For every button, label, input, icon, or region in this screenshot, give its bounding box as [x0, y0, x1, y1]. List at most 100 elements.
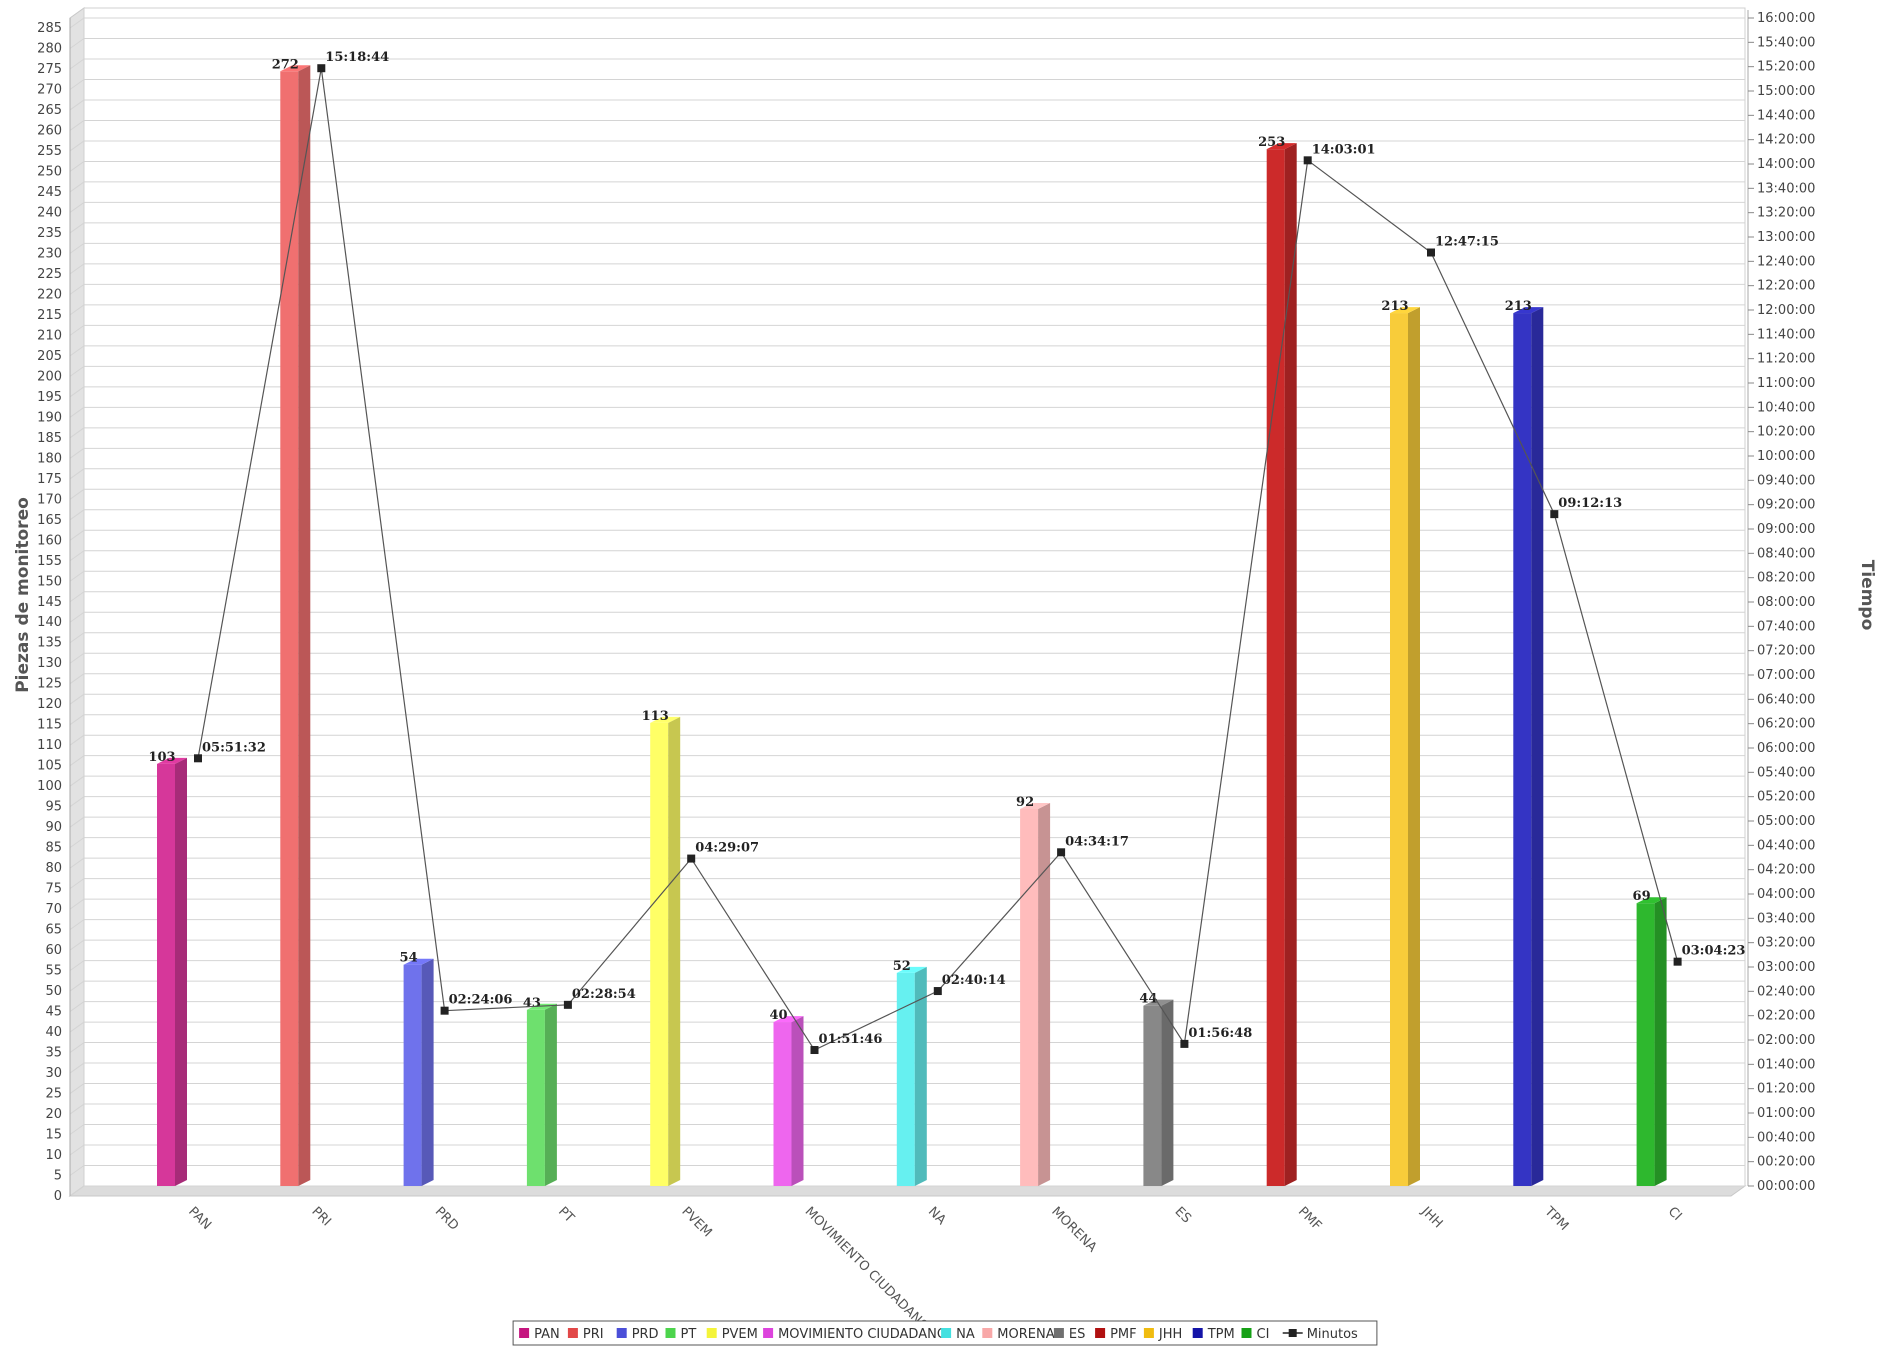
y-tick-label: 25 — [45, 1087, 62, 1102]
bar-side — [1161, 999, 1174, 1186]
gridline-wall — [69, 714, 85, 726]
gridline-wall — [69, 468, 85, 480]
y-tick-label: 240 — [37, 205, 62, 220]
y2-tick-label: 13:00:00 — [1757, 230, 1815, 245]
gridline-wall — [69, 1165, 85, 1176]
line-point — [687, 854, 696, 863]
y-tick-label: 45 — [45, 1005, 62, 1020]
bar-front — [1636, 903, 1655, 1186]
right-axis-ticks: 00:00:00 00:20:00 00:40:00 01:00:00 01:20:00… — [1747, 10, 1815, 1194]
y-tick-label: 40 — [45, 1025, 62, 1040]
bar-top — [280, 65, 311, 72]
gridline-wall — [69, 898, 85, 910]
y-tick-label: 165 — [37, 513, 62, 528]
y-tick-label: 65 — [45, 923, 62, 938]
category-label: NA — [925, 1204, 949, 1228]
bar-jhh: 213 — [1381, 299, 1420, 1186]
gridline-wall — [69, 38, 85, 49]
legend-label: ES — [1069, 1327, 1085, 1342]
category-label: PAN — [185, 1204, 214, 1233]
bar-es: 44 — [1139, 992, 1174, 1186]
y-tick-label: 200 — [37, 369, 62, 384]
y2-tick-label: 08:20:00 — [1757, 571, 1815, 586]
gridline-wall — [69, 652, 85, 664]
line-point — [1180, 1039, 1189, 1048]
y-tick-label: 145 — [37, 595, 62, 610]
y2-tick-label: 06:00:00 — [1757, 741, 1815, 756]
gridline-wall — [69, 939, 85, 951]
category-label: MOVIMIENTO CIUDADANO — [802, 1204, 932, 1334]
y2-tick-label: 03:20:00 — [1757, 936, 1815, 951]
y2-tick-label: 11:40:00 — [1757, 327, 1815, 342]
legend-label: PT — [681, 1327, 697, 1342]
y2-tick-label: 09:20:00 — [1757, 498, 1815, 513]
category-label: TPM — [1541, 1204, 1571, 1234]
bar-movimiento-ciudadano: 40 — [769, 1008, 804, 1186]
y2-tick-label: 01:40:00 — [1757, 1057, 1815, 1072]
gridline-wall — [69, 816, 85, 828]
bar-tpm: 213 — [1505, 299, 1544, 1186]
bar-top — [773, 1016, 804, 1023]
legend-label: PAN — [534, 1327, 560, 1342]
left-wall — [69, 7, 85, 1197]
y-tick-label: 120 — [37, 697, 62, 712]
line-series-layer: 05:51:32 15:18:44 02:24:06 02:28:54 04:29:07… — [194, 50, 1745, 1055]
bar-value-label: 213 — [1381, 299, 1408, 314]
gridline-wall — [69, 919, 85, 931]
line-point-label: 01:51:46 — [819, 1032, 883, 1047]
y-tick-label: 20 — [45, 1107, 62, 1122]
y2-tick-label: 00:40:00 — [1757, 1130, 1815, 1145]
gridline-wall — [69, 140, 85, 152]
y-tick-label: 75 — [45, 882, 62, 897]
y2-tick-label: 03:40:00 — [1757, 911, 1815, 926]
bar-pmf: 253 — [1258, 135, 1297, 1187]
gridline-wall — [69, 406, 85, 418]
y2-tick-label: 14:20:00 — [1757, 133, 1815, 148]
bar-prd: 54 — [400, 951, 434, 1186]
y-tick-label: 70 — [45, 902, 62, 917]
gridline-wall — [69, 488, 85, 500]
legend-label: CI — [1257, 1327, 1270, 1342]
y-tick-label: 125 — [37, 677, 62, 692]
y2-tick-label: 05:00:00 — [1757, 814, 1815, 829]
gridline-wall — [69, 529, 85, 541]
y-tick-label: 265 — [37, 103, 62, 118]
bar-front — [773, 1022, 792, 1186]
bar-value-label: 213 — [1505, 299, 1532, 314]
y-tick-label: 105 — [37, 759, 62, 774]
gridline-wall — [69, 161, 85, 172]
legend-swatch — [1053, 1328, 1064, 1338]
bar-front — [896, 972, 915, 1186]
y2-tick-label: 01:00:00 — [1757, 1106, 1815, 1121]
bar-front — [650, 722, 669, 1186]
y-tick-label: 170 — [37, 492, 62, 507]
bar-value-label: 44 — [1139, 992, 1157, 1007]
bar-side — [1038, 802, 1051, 1186]
gridline-wall — [69, 1124, 85, 1135]
y-tick-label: 135 — [37, 636, 62, 651]
bar-top — [1266, 143, 1297, 150]
y2-tick-label: 09:00:00 — [1757, 522, 1815, 537]
gridline-wall — [69, 878, 85, 890]
y-tick-label: 250 — [37, 164, 62, 179]
y2-tick-label: 01:20:00 — [1757, 1082, 1815, 1097]
legend-item: PAN — [519, 1327, 560, 1342]
y2-tick-label: 09:40:00 — [1757, 473, 1815, 488]
bar-side — [1654, 897, 1667, 1186]
bar-value-label: 54 — [400, 951, 418, 966]
bar-side — [791, 1016, 804, 1186]
bar-morena: 92 — [1016, 795, 1051, 1186]
gridline-wall — [69, 222, 85, 234]
y-tick-label: 180 — [37, 451, 62, 466]
y2-tick-label: 12:00:00 — [1757, 303, 1815, 318]
legend-label: MORENA — [997, 1327, 1054, 1342]
line-point-label: 02:24:06 — [449, 993, 513, 1008]
line-point-label: 02:28:54 — [572, 987, 636, 1002]
y-tick-label: 235 — [37, 226, 62, 241]
y2-tick-label: 11:00:00 — [1757, 376, 1815, 391]
line-point — [563, 1000, 572, 1009]
gridline-wall — [69, 1144, 85, 1156]
gridline-wall — [69, 837, 85, 849]
line-point — [440, 1006, 449, 1015]
